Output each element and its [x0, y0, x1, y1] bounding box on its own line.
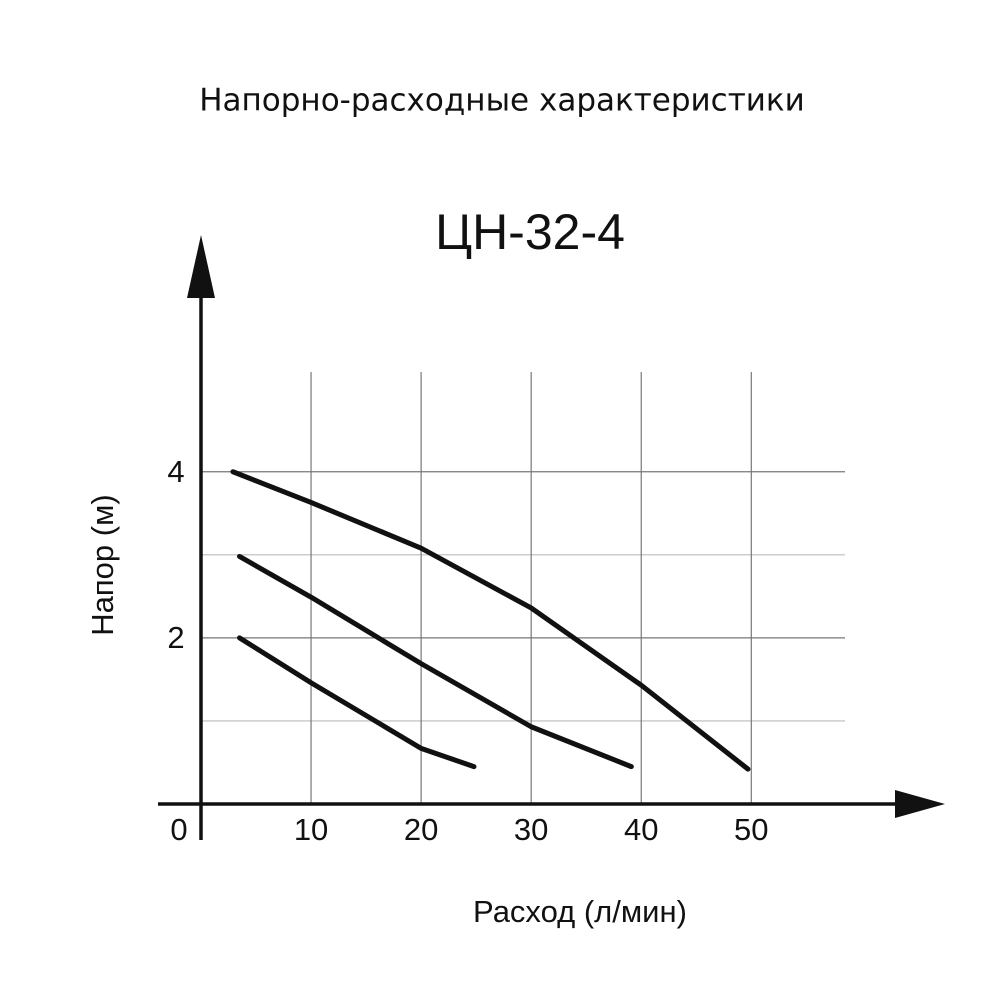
curve	[230, 469, 751, 772]
y-axis-label: Напор (м)	[85, 494, 120, 635]
y-axis-arrow	[187, 235, 215, 298]
curve	[237, 635, 477, 770]
x-tick-label: 50	[734, 812, 768, 847]
chart-title: Напорно-расходные характеристики	[199, 83, 805, 119]
x-tick-label: 10	[294, 812, 328, 847]
x-axis-arrow	[895, 790, 945, 818]
x-tick-label: 40	[624, 812, 658, 847]
x-tick-label: 20	[404, 812, 438, 847]
x-tick-label: 0	[170, 812, 187, 847]
y-tick-label: 2	[167, 620, 184, 655]
y-tick-label: 4	[167, 454, 184, 489]
curve	[237, 553, 634, 770]
x-axis-label: Расход (л/мин)	[473, 894, 687, 929]
chart-subtitle: ЦН-32-4	[435, 204, 625, 260]
x-tick-label: 30	[514, 812, 548, 847]
